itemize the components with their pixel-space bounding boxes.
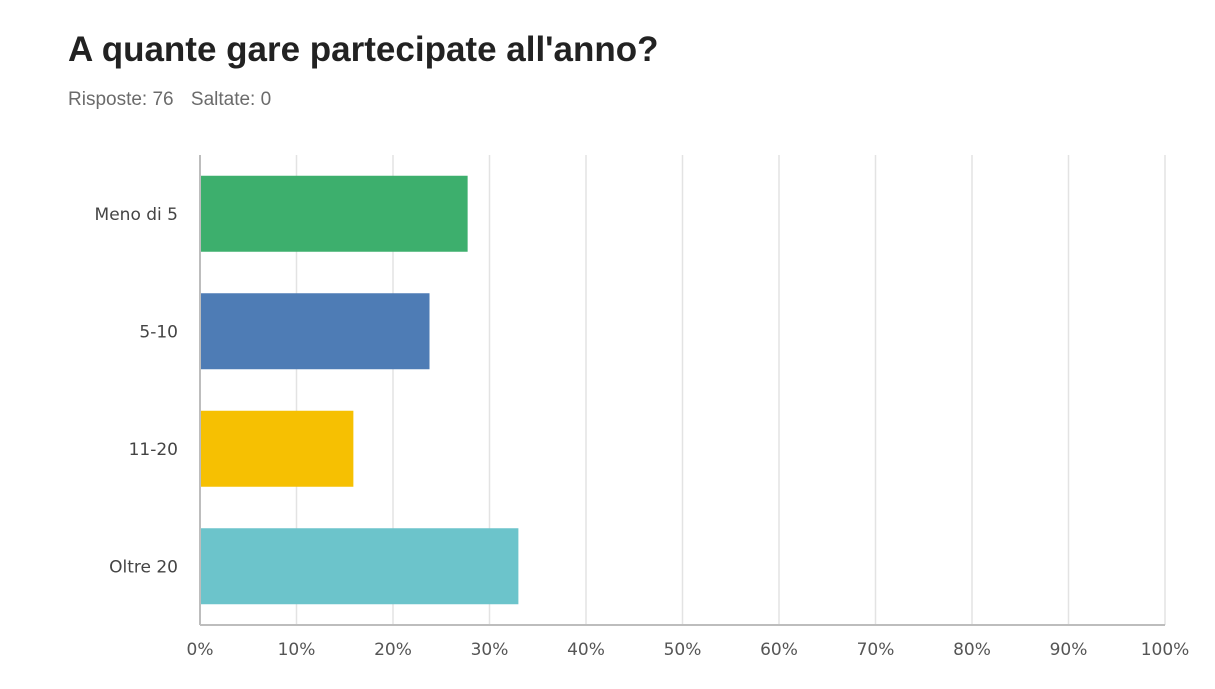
axes <box>199 155 1165 626</box>
bar <box>201 175 468 252</box>
x-tick-label: 0% <box>187 640 214 660</box>
x-tick-label: 50% <box>664 640 702 660</box>
x-tick-label: 90% <box>1050 640 1088 660</box>
skipped-count: Saltate: 0 <box>190 89 272 110</box>
category-label: 11-20 <box>129 440 178 460</box>
gridlines <box>295 155 1166 625</box>
bar <box>201 293 430 370</box>
category-labels: Meno di 5 5-10 11-20 Oltre 20 <box>95 205 178 578</box>
response-stats: Risposte: 76 Saltate: 0 <box>68 89 283 111</box>
category-label: Oltre 20 <box>109 557 178 577</box>
responses-count: Risposte: 76 <box>68 89 174 110</box>
x-tick-label: 40% <box>567 640 605 660</box>
x-tick-label: 80% <box>953 640 991 660</box>
x-tick-label: 20% <box>374 640 412 660</box>
x-tick-labels: 0% 10% 20% 30% 40% 50% 60% 70% 80% 90% 100% <box>187 640 1190 660</box>
category-label: 5-10 <box>139 322 178 342</box>
x-tick-label: 100% <box>1141 640 1190 660</box>
bars <box>201 175 519 605</box>
page-title: A quante gare partecipate all'anno? <box>68 30 659 69</box>
x-tick-label: 60% <box>760 640 798 660</box>
bar <box>201 410 354 487</box>
x-tick-label: 70% <box>857 640 895 660</box>
x-tick-label: 30% <box>471 640 509 660</box>
bar <box>201 528 519 605</box>
category-label: Meno di 5 <box>95 205 178 225</box>
x-tick-label: 10% <box>278 640 316 660</box>
